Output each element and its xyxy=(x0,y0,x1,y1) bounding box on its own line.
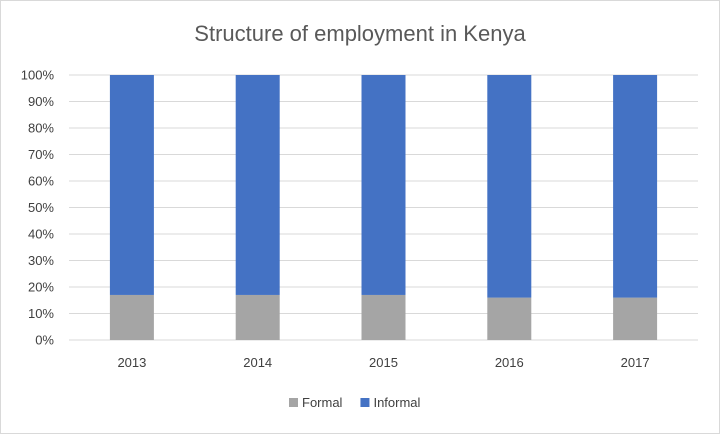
x-tick-label: 2016 xyxy=(495,355,524,370)
bar-formal-2014 xyxy=(235,294,280,340)
legend-label-informal: Informal xyxy=(373,395,420,410)
y-tick-label: 80% xyxy=(28,121,54,136)
y-tick-label: 70% xyxy=(28,147,54,162)
bar-formal-2013 xyxy=(109,294,154,340)
y-tick-label: 90% xyxy=(28,94,54,109)
legend: Formal Informal xyxy=(289,395,421,410)
y-tick-label: 0% xyxy=(35,333,54,348)
y-axis-ticks: 0% 10% 20% 30% 40% 50% 60% 70% 80% 90% 100% xyxy=(21,68,55,348)
y-tick-label: 20% xyxy=(28,280,54,295)
y-tick-label: 100% xyxy=(21,68,55,83)
bar-formal-2015 xyxy=(361,294,406,340)
legend-label-formal: Formal xyxy=(302,395,343,410)
bar-formal-2017 xyxy=(613,297,658,340)
bars xyxy=(109,75,658,340)
y-tick-label: 50% xyxy=(28,200,54,215)
y-tick-label: 10% xyxy=(28,306,54,321)
bar-informal-2015 xyxy=(361,75,406,295)
x-tick-label: 2014 xyxy=(243,355,272,370)
x-tick-label: 2017 xyxy=(621,355,650,370)
x-tick-label: 2013 xyxy=(117,355,146,370)
x-axis-ticks: 2013 2014 2015 2016 2017 xyxy=(117,355,649,370)
legend-swatch-formal xyxy=(289,398,298,407)
y-tick-label: 30% xyxy=(28,253,54,268)
bar-informal-2013 xyxy=(109,75,154,295)
x-tick-label: 2015 xyxy=(369,355,398,370)
bar-informal-2016 xyxy=(487,75,532,298)
bar-formal-2016 xyxy=(487,297,532,340)
bar-informal-2017 xyxy=(613,75,658,298)
legend-swatch-informal xyxy=(360,398,370,407)
chart-title: Structure of employment in Kenya xyxy=(194,21,526,46)
bar-informal-2014 xyxy=(235,75,280,295)
y-tick-label: 40% xyxy=(28,227,54,242)
y-tick-label: 60% xyxy=(28,174,54,189)
